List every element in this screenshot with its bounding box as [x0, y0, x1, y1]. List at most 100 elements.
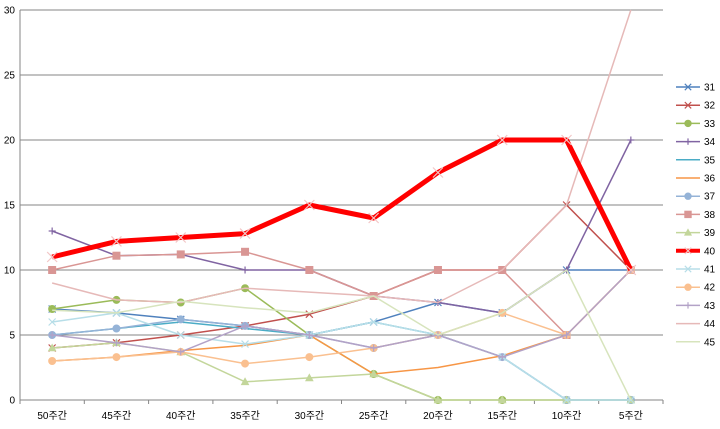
series-line-41 — [52, 312, 631, 401]
data-point — [240, 377, 250, 386]
series-line-45 — [52, 269, 632, 401]
x-tick-label: 25주간 — [359, 410, 389, 422]
data-point — [625, 264, 637, 276]
data-point — [433, 395, 443, 404]
series-line-35 — [52, 321, 631, 401]
legend-label: 34 — [704, 137, 716, 148]
y-tick-label: 20 — [4, 136, 16, 147]
data-point — [305, 353, 314, 362]
legend-label: 32 — [704, 101, 716, 112]
data-point — [175, 232, 187, 243]
data-point — [369, 369, 378, 378]
series-42 — [48, 266, 635, 368]
data-point — [112, 251, 121, 260]
series-line-44 — [51, 9, 632, 304]
data-point — [239, 228, 251, 240]
legend-item-33: 33 — [676, 119, 716, 130]
data-point — [241, 247, 250, 256]
series-39 — [47, 338, 636, 404]
data-point — [176, 331, 185, 339]
x-tick-label: 20주간 — [423, 410, 453, 422]
data-point — [46, 251, 58, 263]
legend-label: 33 — [704, 119, 716, 130]
legend-label: 35 — [704, 155, 716, 166]
data-point — [48, 227, 56, 235]
series-line-37 — [52, 318, 631, 401]
data-point — [112, 339, 120, 347]
data-point — [305, 266, 314, 274]
y-tick-label: 30 — [4, 6, 16, 17]
data-point — [305, 373, 314, 382]
legend-label: 42 — [704, 283, 716, 294]
legend-label: 39 — [704, 228, 716, 239]
series-33 — [48, 284, 635, 404]
data-point — [177, 348, 185, 356]
data-point — [111, 235, 122, 247]
legend-label: 37 — [704, 192, 716, 203]
x-tick-label: 35주간 — [230, 410, 260, 422]
legend-item-43: 43 — [676, 301, 716, 312]
data-point — [305, 331, 313, 339]
data-point — [241, 266, 249, 274]
data-point — [48, 266, 57, 274]
y-tick-label: 0 — [9, 396, 15, 407]
data-point — [433, 266, 442, 274]
legend-item-32: 32 — [676, 101, 716, 112]
data-point — [369, 318, 378, 326]
data-point — [241, 322, 249, 330]
legend-item-41: 41 — [676, 265, 716, 276]
series-line-34 — [51, 139, 632, 314]
legend: 31 32 33 34 35 36 37 38 39 40 41 42 43 44 45 — [676, 83, 716, 348]
legend-item-38: 38 — [676, 210, 716, 221]
x-tick-label: 40주간 — [166, 410, 196, 422]
data-point — [563, 331, 571, 339]
legend-item-34: 34 — [676, 137, 716, 148]
data-point — [48, 318, 57, 326]
series-line-42 — [52, 269, 632, 365]
data-point — [561, 134, 572, 146]
y-tick-label: 10 — [4, 266, 16, 277]
y-tick-label: 15 — [4, 201, 16, 212]
legend-item-36: 36 — [676, 174, 716, 185]
series-line-40 — [51, 137, 634, 272]
series-34 — [48, 136, 635, 317]
series-lines — [46, 9, 637, 404]
data-point — [368, 212, 380, 224]
series-41 — [48, 308, 635, 404]
legend-item-44: 44 — [676, 319, 716, 330]
series-line-38 — [51, 251, 632, 336]
legend-item-31: 31 — [676, 83, 716, 94]
legend-label: 36 — [704, 174, 716, 185]
data-point — [241, 359, 250, 368]
data-point — [176, 315, 185, 324]
series-43 — [48, 266, 635, 361]
x-tick-label: 50주간 — [37, 410, 67, 422]
x-tick-label: 5주간 — [619, 410, 643, 422]
data-point — [112, 353, 121, 362]
data-point — [432, 167, 444, 178]
x-tick-label: 45주간 — [102, 410, 132, 422]
series-line-43 — [52, 269, 632, 358]
data-point — [370, 344, 378, 352]
legend-item-42: 42 — [676, 283, 716, 294]
legend-label: 31 — [704, 83, 716, 94]
series-line-39 — [52, 342, 631, 401]
legend-label: 45 — [704, 337, 716, 348]
legend-item-40: 40 — [676, 246, 716, 257]
data-point — [48, 331, 56, 339]
data-point — [497, 395, 507, 404]
data-point — [498, 353, 506, 361]
x-tick-label: 10주간 — [552, 410, 582, 422]
legend-label: 43 — [704, 301, 716, 312]
series-35 — [52, 321, 631, 401]
y-tick-label: 5 — [9, 331, 15, 342]
legend-item-45: 45 — [676, 337, 716, 348]
data-point — [112, 324, 121, 333]
gridlines — [20, 9, 663, 336]
x-tick-label: 30주간 — [295, 410, 325, 422]
data-point — [562, 396, 571, 404]
legend-item-37: 37 — [676, 192, 716, 203]
data-point — [303, 199, 315, 211]
x-tick-label: 15주간 — [487, 410, 517, 422]
